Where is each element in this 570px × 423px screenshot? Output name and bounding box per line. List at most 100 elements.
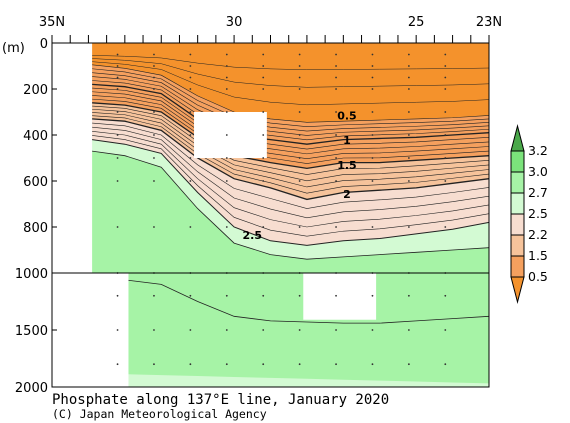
sample-dot bbox=[225, 363, 228, 366]
sample-dot bbox=[262, 134, 265, 136]
contour-shallow-3 bbox=[92, 61, 490, 106]
sample-dot bbox=[298, 134, 301, 136]
sample-dot bbox=[407, 363, 410, 366]
sample-dot bbox=[407, 157, 410, 159]
sample-dot bbox=[116, 363, 119, 366]
sample-dot bbox=[189, 157, 192, 159]
sample-dot bbox=[298, 88, 301, 90]
colorbar-label-4: 2.2 bbox=[528, 227, 548, 242]
sample-dot bbox=[444, 294, 447, 297]
sample-dot bbox=[298, 53, 301, 56]
y-tick-label-6: 1500 bbox=[15, 324, 48, 339]
sample-dot bbox=[444, 88, 447, 90]
sample-dot bbox=[444, 76, 447, 79]
y-tick-label-7: 2000 bbox=[15, 381, 48, 396]
lower-depth-panel bbox=[92, 273, 489, 387]
sample-dot bbox=[262, 294, 265, 297]
sample-dot bbox=[298, 329, 301, 331]
no-data-masks bbox=[52, 43, 377, 387]
sample-dot bbox=[225, 65, 228, 67]
sample-dot bbox=[298, 180, 301, 182]
sample-dot bbox=[225, 111, 228, 113]
sample-dot bbox=[407, 329, 410, 331]
contour-4 bbox=[91, 139, 490, 246]
sample-dot bbox=[116, 134, 119, 136]
contour-thin-3-1 bbox=[92, 122, 490, 209]
sample-dot bbox=[153, 76, 155, 79]
sample-dot bbox=[407, 111, 410, 113]
sample-dot bbox=[335, 329, 337, 331]
contour-2 bbox=[92, 102, 490, 170]
sample-dot bbox=[444, 363, 447, 366]
contour-labels: 0.5 1 1.5 2 2.5 bbox=[243, 110, 357, 243]
mask-1 bbox=[52, 273, 129, 387]
contour-thin-2-3 bbox=[92, 112, 490, 188]
y-tick-label-1: 200 bbox=[23, 83, 48, 98]
contour-thin-1-1 bbox=[92, 87, 490, 150]
sample-dot bbox=[262, 88, 265, 90]
colorbar-segment bbox=[510, 171, 525, 194]
sample-dot bbox=[189, 329, 192, 331]
sample-dot bbox=[153, 88, 155, 90]
band-upper-4 bbox=[92, 139, 489, 260]
y-axis-label: (m) bbox=[2, 41, 25, 56]
y-tick-label-3: 600 bbox=[23, 175, 48, 190]
sample-dot bbox=[153, 111, 155, 113]
band-upper-0 bbox=[92, 43, 489, 123]
sample-dot bbox=[189, 88, 192, 90]
contour-thin-3-2 bbox=[92, 126, 490, 219]
color-legend: 3.2 3.0 2.7 2.5 2.2 1.5 0.5 bbox=[510, 124, 548, 304]
colorbar-segment bbox=[510, 150, 525, 173]
sample-dot bbox=[407, 294, 410, 297]
sample-dot bbox=[262, 157, 265, 159]
contour-thin-0-4 bbox=[92, 80, 490, 141]
sample-dot bbox=[225, 226, 228, 228]
sample-dot bbox=[189, 226, 192, 228]
sample-dot bbox=[335, 226, 337, 228]
mask-2 bbox=[194, 112, 267, 158]
contour-label-1: 1 bbox=[343, 134, 351, 147]
sample-dot bbox=[225, 294, 228, 297]
sample-dot bbox=[371, 53, 374, 56]
sample-dot bbox=[189, 180, 192, 182]
sample-dot bbox=[407, 226, 410, 228]
sample-dot bbox=[298, 157, 301, 159]
contour-0 bbox=[92, 64, 490, 123]
sample-dot bbox=[116, 76, 119, 79]
chart-title: Phosphate along 137°E line, January 2020 bbox=[52, 392, 389, 408]
sample-dot bbox=[262, 76, 265, 79]
sample-dot bbox=[371, 111, 374, 113]
sample-dot bbox=[407, 134, 410, 136]
contour-3 bbox=[92, 118, 490, 201]
sample-dot bbox=[153, 157, 155, 159]
sample-dot bbox=[262, 53, 265, 56]
sample-dot bbox=[335, 180, 337, 182]
sample-dot bbox=[335, 88, 337, 90]
contour-label-2: 1.5 bbox=[337, 159, 357, 172]
contour-1 bbox=[92, 83, 490, 145]
contour-6 bbox=[92, 277, 490, 324]
contour-label-3: 2 bbox=[343, 188, 351, 201]
sample-dot bbox=[371, 76, 374, 79]
sample-dot bbox=[444, 226, 447, 228]
band-upper-5 bbox=[92, 151, 489, 273]
y-tick-label-0: 0 bbox=[40, 37, 48, 52]
sample-dot bbox=[335, 76, 337, 79]
colorbar-segment bbox=[510, 192, 525, 215]
sample-dot bbox=[116, 329, 119, 331]
sample-dot bbox=[444, 53, 447, 56]
sample-dot bbox=[225, 134, 228, 136]
x-tick-label-0: 35N bbox=[39, 15, 65, 30]
sample-dot bbox=[189, 134, 192, 136]
band-lower-5 bbox=[92, 273, 489, 324]
y-tick-label-5: 1000 bbox=[15, 267, 48, 282]
y-tick-label-2: 400 bbox=[23, 129, 48, 144]
sample-dot bbox=[444, 134, 447, 136]
sample-dot bbox=[225, 180, 228, 182]
sample-dot bbox=[335, 134, 337, 136]
contour-5 bbox=[92, 150, 490, 260]
sample-dot bbox=[225, 76, 228, 79]
sample-dot bbox=[262, 111, 265, 113]
sample-dot bbox=[298, 226, 301, 228]
